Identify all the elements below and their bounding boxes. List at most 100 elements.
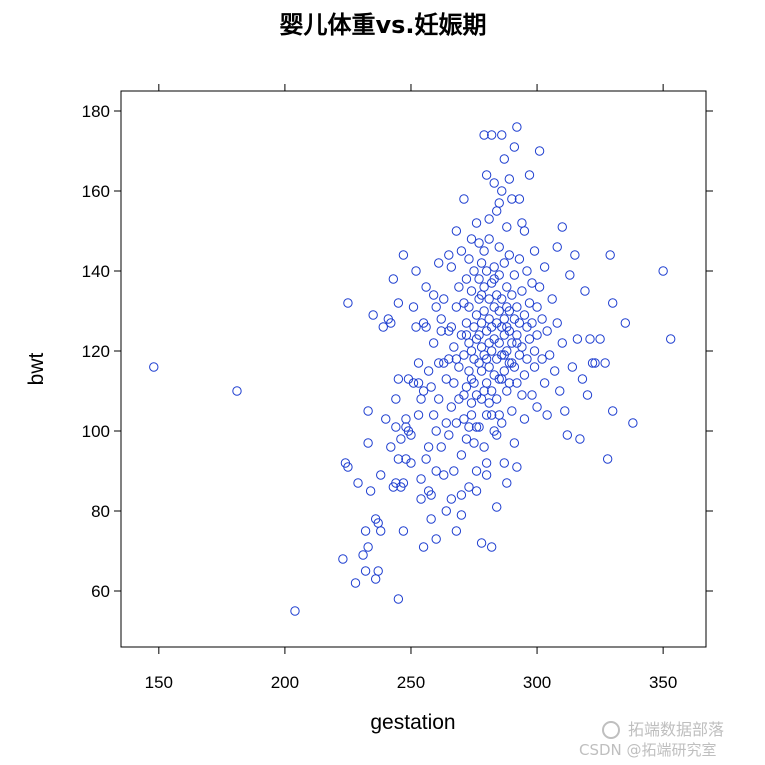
data-point bbox=[481, 458, 492, 468]
data-point bbox=[454, 362, 464, 372]
data-point bbox=[484, 314, 494, 324]
data-point bbox=[421, 282, 431, 292]
data-point bbox=[413, 378, 424, 388]
data-point bbox=[544, 350, 555, 360]
data-point bbox=[423, 442, 434, 452]
data-points bbox=[149, 122, 676, 616]
data-point bbox=[441, 374, 451, 384]
data-point bbox=[529, 362, 540, 372]
data-point bbox=[406, 430, 416, 440]
data-point bbox=[492, 430, 502, 440]
data-point bbox=[481, 470, 492, 480]
data-point bbox=[527, 390, 537, 400]
data-point bbox=[489, 178, 499, 188]
data-point bbox=[555, 386, 565, 396]
data-point bbox=[471, 486, 482, 496]
data-point bbox=[514, 318, 525, 328]
data-point bbox=[489, 262, 499, 272]
data-point bbox=[534, 282, 545, 292]
data-point bbox=[464, 338, 474, 348]
data-point bbox=[494, 374, 504, 384]
data-point bbox=[406, 458, 416, 468]
data-point bbox=[481, 378, 492, 388]
data-point bbox=[421, 454, 431, 464]
data-point bbox=[408, 302, 419, 312]
x-tick-label: 150 bbox=[145, 673, 173, 692]
y-tick-label: 60 bbox=[91, 582, 110, 601]
data-point bbox=[502, 282, 512, 292]
data-point bbox=[343, 462, 353, 472]
data-point bbox=[464, 482, 474, 492]
data-point bbox=[459, 390, 469, 400]
data-point bbox=[502, 478, 512, 488]
data-point bbox=[557, 338, 567, 348]
data-point bbox=[542, 326, 552, 336]
watermark-line1: 拓端数据部落 bbox=[628, 720, 724, 739]
data-point bbox=[494, 410, 504, 420]
data-point bbox=[461, 330, 472, 340]
data-point bbox=[451, 226, 462, 236]
data-point bbox=[507, 358, 517, 368]
data-point bbox=[446, 262, 457, 272]
data-point bbox=[290, 606, 300, 616]
data-point bbox=[602, 454, 613, 464]
data-point bbox=[524, 170, 535, 180]
data-point bbox=[421, 322, 431, 332]
data-point bbox=[519, 226, 530, 236]
data-point bbox=[358, 550, 368, 560]
data-point bbox=[436, 326, 446, 336]
data-point bbox=[494, 198, 504, 208]
data-point bbox=[567, 362, 578, 372]
data-point bbox=[539, 262, 550, 272]
data-point bbox=[595, 334, 605, 344]
data-point bbox=[600, 358, 610, 368]
data-point bbox=[502, 386, 512, 396]
data-point bbox=[547, 294, 557, 304]
data-point bbox=[393, 374, 404, 384]
data-point bbox=[436, 442, 446, 452]
axis-ticks: 150 200 250 300 350 60 80 100 120 140 160 180 bbox=[82, 84, 713, 692]
x-tick-label: 250 bbox=[397, 673, 425, 692]
data-point bbox=[628, 418, 638, 428]
data-point bbox=[370, 574, 381, 584]
data-point bbox=[512, 122, 522, 132]
data-point bbox=[512, 338, 522, 348]
data-point bbox=[444, 250, 454, 260]
data-point bbox=[471, 310, 482, 320]
data-point bbox=[431, 426, 441, 436]
data-point bbox=[514, 350, 525, 360]
data-point bbox=[484, 362, 494, 372]
data-point bbox=[386, 318, 396, 328]
y-tick-label: 100 bbox=[82, 422, 110, 441]
data-point bbox=[474, 330, 484, 340]
data-point bbox=[497, 418, 507, 428]
data-point bbox=[570, 250, 580, 260]
data-point bbox=[486, 410, 497, 420]
data-point bbox=[464, 302, 474, 312]
data-point bbox=[474, 274, 484, 284]
data-point bbox=[471, 466, 482, 476]
data-point bbox=[486, 542, 497, 552]
data-point bbox=[232, 386, 242, 396]
data-point bbox=[471, 218, 482, 228]
data-point bbox=[565, 270, 575, 280]
data-point bbox=[552, 318, 562, 328]
data-point bbox=[474, 238, 484, 248]
data-point bbox=[449, 466, 459, 476]
data-point bbox=[608, 298, 618, 308]
data-point bbox=[373, 566, 383, 576]
data-point bbox=[469, 266, 479, 276]
data-point bbox=[499, 314, 509, 324]
data-point bbox=[504, 250, 515, 260]
data-point bbox=[476, 538, 487, 548]
data-point bbox=[446, 494, 457, 504]
data-point bbox=[449, 342, 459, 352]
y-tick-label: 180 bbox=[82, 102, 110, 121]
data-point bbox=[423, 366, 434, 376]
data-point bbox=[620, 318, 631, 328]
data-point bbox=[426, 490, 436, 500]
data-point bbox=[426, 514, 436, 524]
data-point bbox=[393, 454, 404, 464]
data-point bbox=[504, 174, 515, 184]
data-point bbox=[484, 234, 494, 244]
